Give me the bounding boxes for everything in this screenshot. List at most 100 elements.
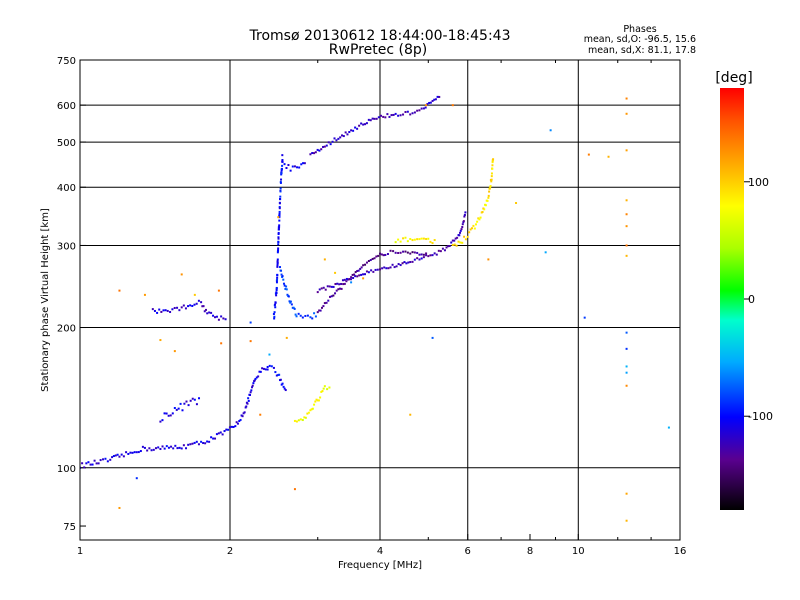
data-point <box>375 255 378 258</box>
data-point <box>314 315 317 318</box>
data-point <box>159 448 162 451</box>
data-point <box>278 212 281 215</box>
data-point <box>399 264 402 267</box>
data-point <box>193 293 196 296</box>
data-point <box>369 259 372 262</box>
data-point <box>208 440 211 443</box>
data-point <box>258 370 261 373</box>
data-point <box>311 152 314 155</box>
data-point <box>488 187 491 190</box>
data-point <box>156 311 159 314</box>
data-point <box>283 163 286 166</box>
x-tick-label: 8 <box>527 546 533 557</box>
data-point <box>420 237 423 240</box>
data-point <box>409 413 412 416</box>
data-point <box>395 265 398 268</box>
data-point <box>302 162 305 165</box>
data-point <box>161 445 164 448</box>
data-point <box>129 451 132 454</box>
data-point <box>307 411 310 414</box>
data-point <box>234 425 237 428</box>
data-point <box>281 164 284 167</box>
data-point <box>276 261 279 264</box>
data-point <box>407 261 410 264</box>
data-point <box>487 258 490 261</box>
data-point <box>277 232 280 235</box>
data-point <box>450 241 453 244</box>
data-point <box>294 313 297 316</box>
data-point <box>317 399 320 402</box>
data-point <box>342 135 345 138</box>
data-point <box>367 271 370 274</box>
data-point <box>316 399 319 402</box>
data-point <box>425 104 428 107</box>
data-point <box>118 506 121 509</box>
data-point <box>334 283 337 286</box>
x-tick-label: 16 <box>674 546 687 557</box>
data-point <box>399 114 402 117</box>
data-point <box>287 295 290 298</box>
data-point <box>463 215 466 218</box>
data-point <box>341 279 344 282</box>
data-point <box>397 251 400 254</box>
data-point <box>276 251 279 254</box>
data-point <box>176 306 179 309</box>
data-point <box>476 220 479 223</box>
data-point <box>206 440 209 443</box>
data-point <box>431 254 434 257</box>
data-point <box>354 275 357 278</box>
data-point <box>338 287 341 290</box>
data-point <box>433 98 436 101</box>
data-point <box>451 244 454 247</box>
data-point <box>243 411 246 414</box>
data-point <box>279 190 282 193</box>
stats-x-mode: mean, sd,X: 81.1, 17.8 <box>588 45 696 56</box>
data-point <box>332 294 335 297</box>
data-point <box>320 287 323 290</box>
data-point <box>625 371 628 374</box>
colorbar-tick-label: 100 <box>748 176 769 189</box>
data-point <box>278 226 281 229</box>
data-point <box>254 377 257 380</box>
data-point <box>403 261 406 264</box>
data-point <box>316 311 319 314</box>
data-point <box>420 107 423 110</box>
data-point <box>280 173 283 176</box>
data-point <box>340 282 343 285</box>
data-point <box>426 103 429 106</box>
data-point <box>203 310 206 313</box>
data-point <box>319 396 322 399</box>
data-point <box>469 228 472 231</box>
data-point <box>303 162 306 165</box>
data-point <box>275 292 278 295</box>
data-point <box>453 243 456 246</box>
data-point <box>389 249 392 252</box>
data-point <box>282 282 285 285</box>
data-point <box>161 419 164 422</box>
data-point <box>341 134 344 137</box>
data-point <box>172 447 175 450</box>
data-point <box>327 141 330 144</box>
data-point <box>354 126 357 129</box>
data-point <box>311 407 314 410</box>
data-point <box>365 122 368 125</box>
data-point <box>276 260 279 263</box>
data-point <box>180 273 183 276</box>
data-point <box>402 250 405 253</box>
data-point <box>223 430 226 433</box>
data-point <box>413 111 416 114</box>
data-point <box>289 301 292 304</box>
data-point <box>273 317 276 320</box>
data-point <box>328 285 331 288</box>
data-point <box>281 382 284 385</box>
data-point <box>278 373 281 376</box>
data-point <box>244 406 247 409</box>
data-point <box>350 276 353 279</box>
data-points <box>80 95 670 522</box>
data-point <box>422 253 425 256</box>
data-point <box>266 365 269 368</box>
data-point <box>189 443 192 446</box>
data-point <box>549 129 552 132</box>
data-point <box>195 440 198 443</box>
data-point <box>306 412 309 415</box>
